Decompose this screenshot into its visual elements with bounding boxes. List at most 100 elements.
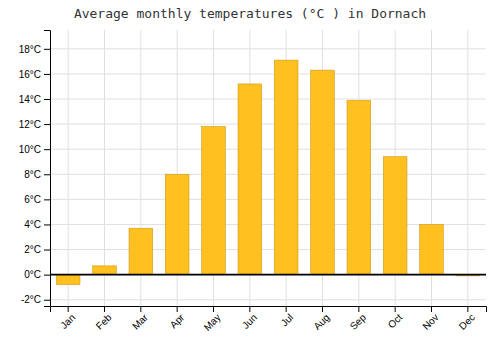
tick-label: Jul: [279, 312, 296, 329]
grid-line: [104, 30, 105, 306]
tick-mark: [177, 306, 178, 312]
tick-label: Apr: [168, 311, 187, 330]
tick-mark: [44, 99, 50, 100]
bar: [420, 224, 444, 274]
zero-line: [50, 274, 486, 276]
tick-label: 6°C: [24, 194, 41, 205]
tick-label: 4°C: [24, 219, 41, 230]
grid-line: [50, 199, 486, 200]
grid-line: [467, 30, 468, 306]
tick-mark: [395, 306, 396, 312]
grid-line: [50, 124, 486, 125]
y-axis: -2°C 0°C 2°C 4°C 6°C 8°C 10°C 12°C 14°C 16°C 18°C: [19, 31, 51, 307]
tick: Nov: [420, 306, 440, 332]
grid-line: [50, 73, 486, 74]
tick: 10°C: [19, 144, 50, 155]
grid-line: [50, 149, 486, 150]
tick: Jan: [58, 306, 77, 331]
plot: -2°C 0°C 2°C 4°C 6°C 8°C 10°C 12°C 14°C 16°C 18°C J…: [19, 30, 487, 333]
tick: May: [202, 306, 223, 333]
chart: Average monthly temperatures (°C ) in Do…: [0, 0, 500, 350]
tick-label: Feb: [94, 311, 114, 331]
bar: [56, 275, 80, 285]
tick-label: Aug: [311, 312, 331, 332]
tick-label: 16°C: [19, 69, 41, 80]
tick-label: Sep: [348, 311, 369, 332]
tick: 4°C: [24, 219, 50, 230]
tick: Jun: [240, 306, 259, 331]
tick: Aug: [311, 306, 331, 332]
tick: Sep: [348, 306, 369, 332]
bar: [202, 127, 226, 275]
bar: [347, 100, 371, 274]
tick-label: -2°C: [21, 294, 41, 305]
tick-mark: [68, 306, 69, 312]
tick: 6°C: [24, 194, 50, 205]
tick: 12°C: [19, 119, 50, 130]
tick-mark: [104, 306, 105, 312]
tick: Feb: [94, 306, 114, 332]
bar: [274, 60, 298, 275]
tick-label: 14°C: [19, 94, 41, 105]
tick-mark: [44, 199, 50, 200]
tick: 8°C: [24, 169, 50, 180]
tick: Apr: [168, 306, 187, 330]
grid-line: [50, 299, 486, 300]
tick-label: Jan: [58, 312, 77, 331]
tick: Jul: [279, 306, 296, 328]
tick-mark: [431, 306, 432, 312]
grid-line: [50, 174, 486, 175]
bar: [311, 70, 335, 274]
tick-label: May: [202, 312, 223, 333]
tick-label: Mar: [130, 311, 150, 331]
tick: 18°C: [19, 44, 50, 55]
tick: 16°C: [19, 69, 50, 80]
tick-mark: [44, 250, 50, 251]
tick-label: 10°C: [19, 144, 41, 155]
grid: [50, 30, 486, 306]
tick: Oct: [386, 306, 405, 330]
tick-mark: [44, 224, 50, 225]
axis-line: [44, 31, 51, 307]
tick-label: 18°C: [19, 44, 41, 55]
tick-mark: [358, 306, 359, 312]
tick-mark: [213, 306, 214, 312]
tick-label: Jun: [240, 312, 259, 331]
bar: [165, 174, 189, 274]
tick-mark: [249, 306, 250, 312]
bars: [56, 60, 479, 285]
axis-line: [51, 307, 487, 313]
tick: Dec: [457, 306, 477, 332]
x-axis: Jan Feb Mar Apr May Jun Jul Aug Sep Oct Nov Dec: [51, 306, 487, 333]
tick-label: 8°C: [24, 169, 41, 180]
title: Average monthly temperatures (°C ) in Do…: [74, 6, 426, 21]
tick-mark: [44, 174, 50, 175]
tick-label: Dec: [457, 312, 477, 332]
tick: Mar: [130, 306, 150, 332]
bar: [383, 157, 407, 275]
tick-label: Nov: [420, 312, 440, 332]
tick-mark: [44, 300, 50, 301]
tick-mark: [44, 74, 50, 75]
tick-mark: [44, 149, 50, 150]
tick-mark: [140, 306, 141, 312]
bar: [93, 266, 117, 275]
tick-label: 12°C: [19, 119, 41, 130]
grid-line: [50, 48, 486, 49]
tick-mark: [467, 306, 468, 312]
tick-mark: [44, 275, 50, 276]
tick-mark: [322, 306, 323, 312]
tick: 14°C: [19, 94, 50, 105]
grid-line: [50, 274, 486, 275]
tick: 0°C: [24, 269, 50, 280]
tick: 2°C: [24, 244, 50, 255]
tick-mark: [286, 306, 287, 312]
tick-label: 0°C: [24, 269, 41, 280]
grid-line: [50, 99, 486, 100]
tick-mark: [44, 49, 50, 50]
tick-mark: [44, 124, 50, 125]
bar: [238, 84, 262, 275]
tick-label: Oct: [386, 312, 405, 331]
bar: [129, 228, 153, 274]
grid-line: [68, 30, 69, 306]
